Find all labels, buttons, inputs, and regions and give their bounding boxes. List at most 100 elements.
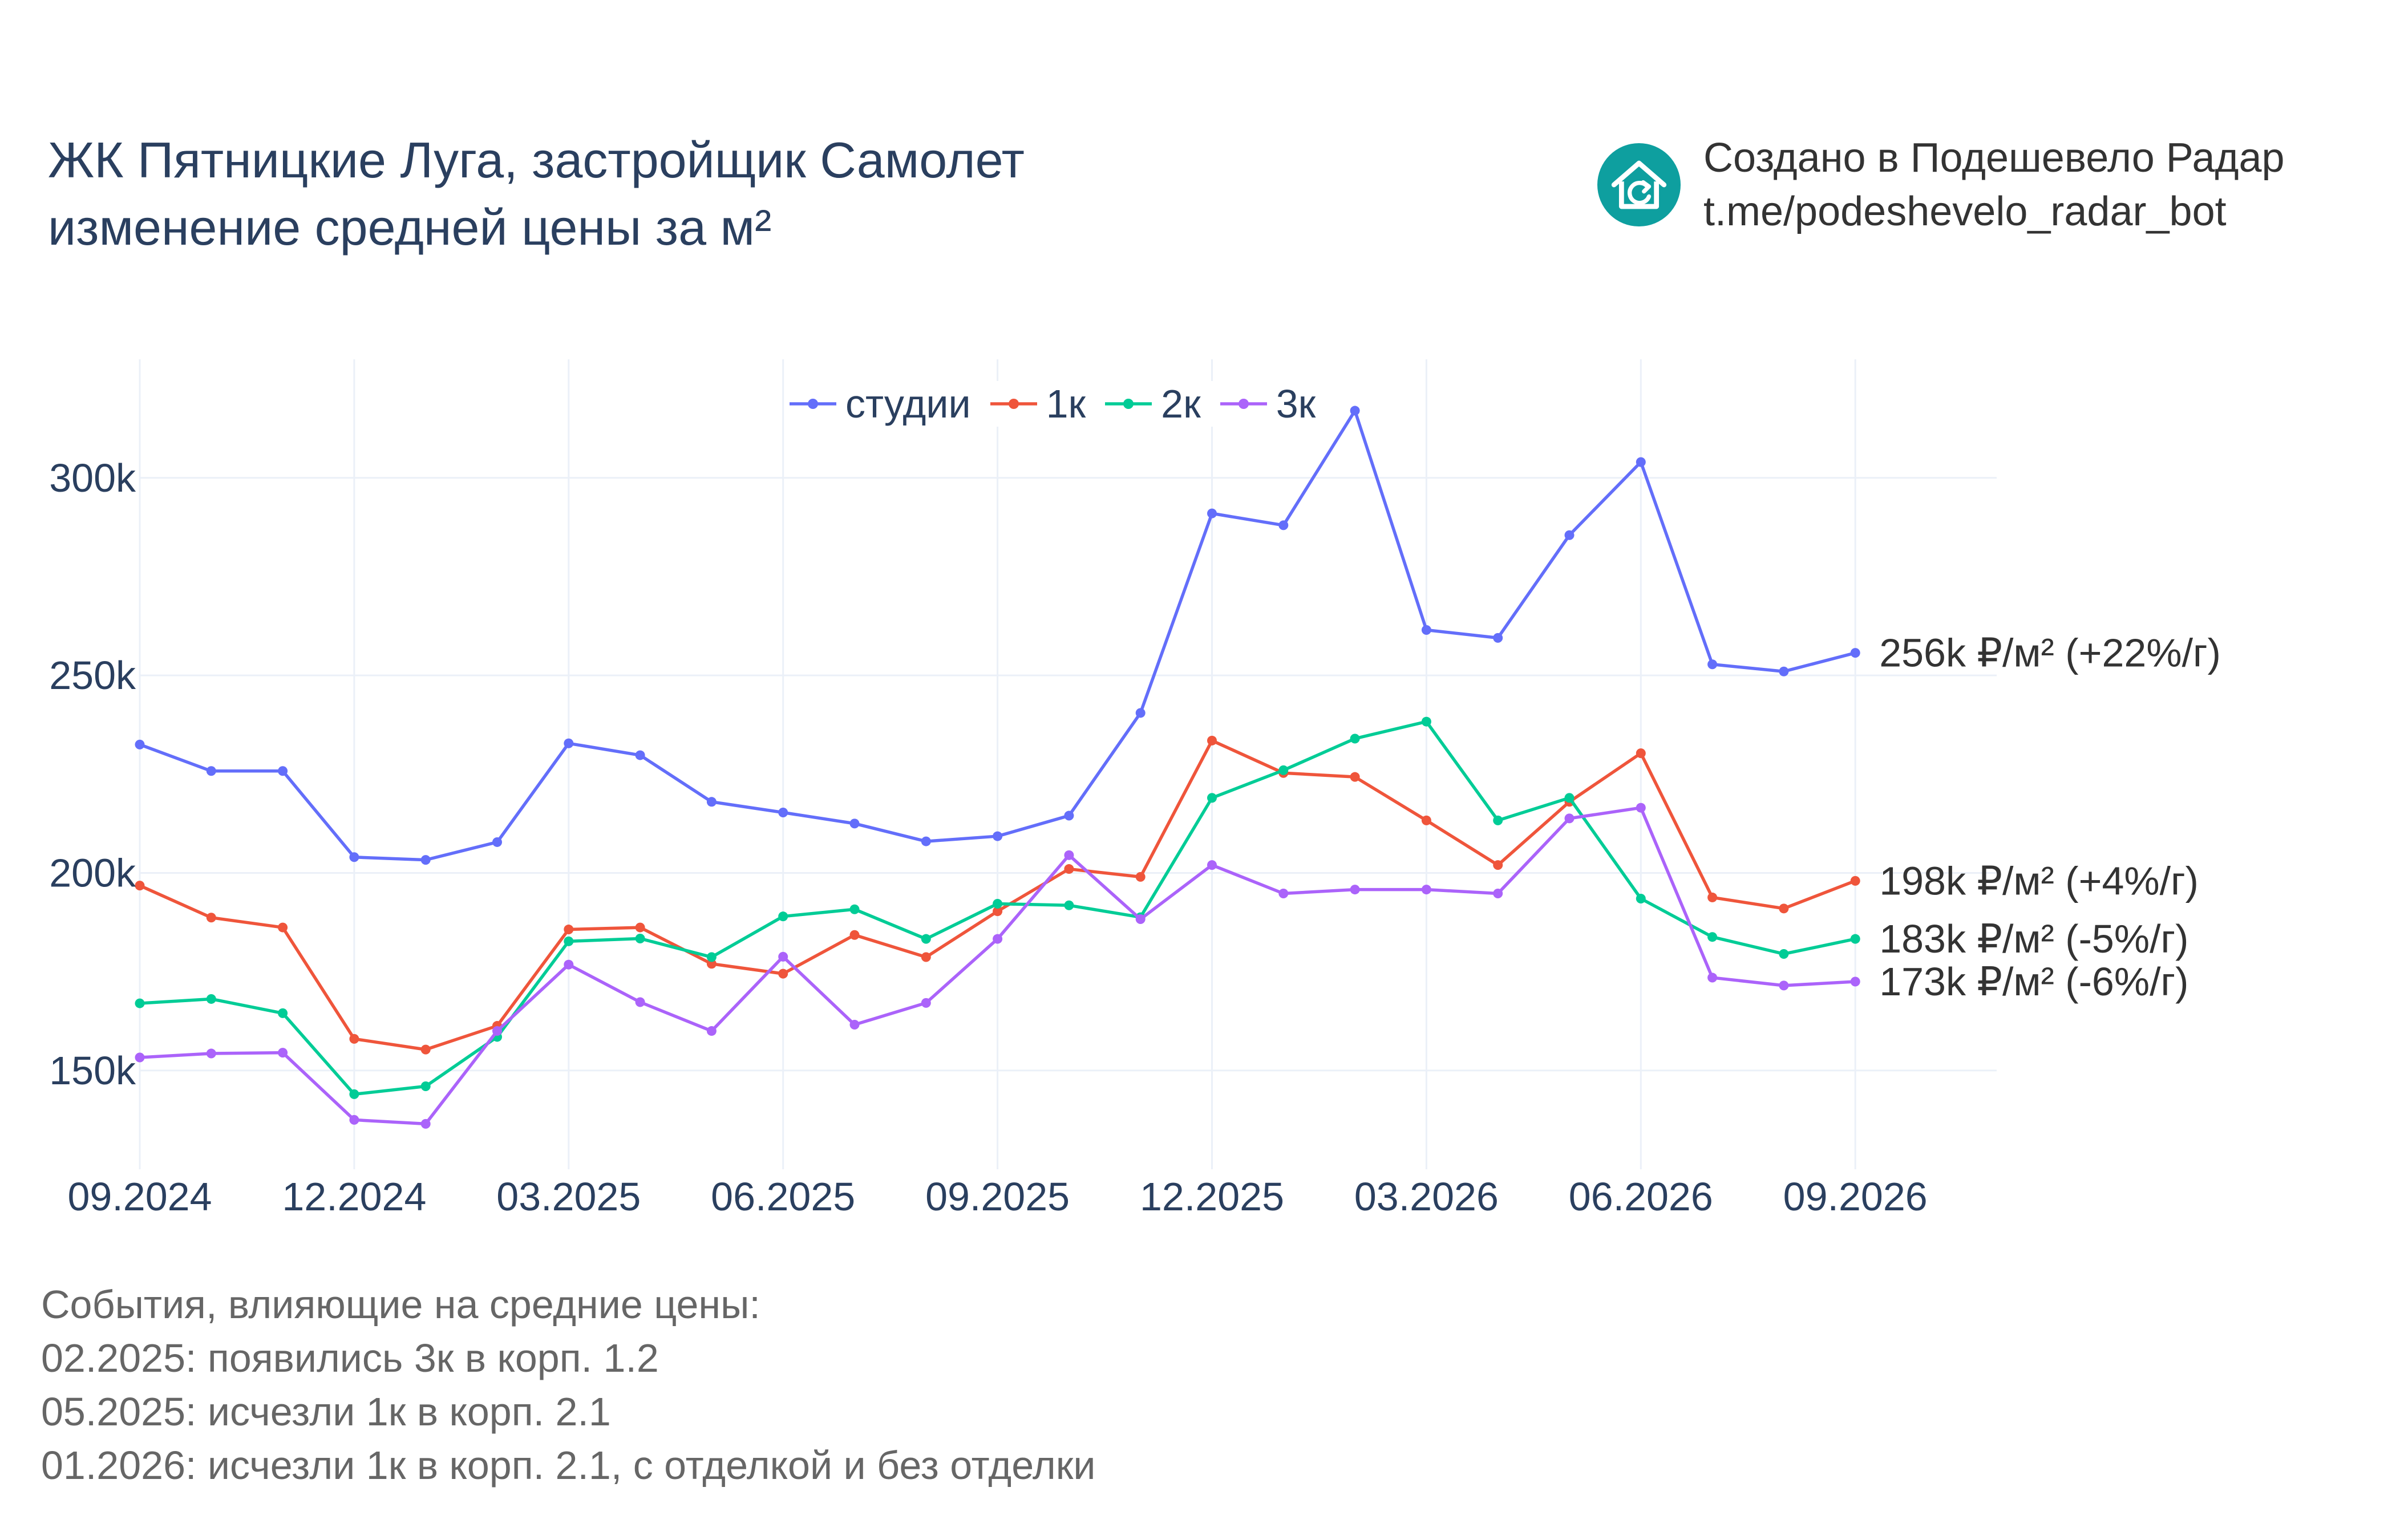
data-point — [1278, 889, 1289, 899]
x-tick-label: 03.2025 — [496, 1174, 641, 1219]
data-point — [778, 968, 788, 979]
events-block: События, влияющие на средние цены: 02.20… — [41, 1278, 1095, 1492]
legend-item[interactable]: 3к — [1218, 381, 1316, 427]
data-point — [1636, 748, 1646, 759]
data-point — [420, 1081, 431, 1092]
x-tick-label: 09.2024 — [67, 1174, 212, 1219]
data-point — [1707, 932, 1718, 942]
y-tick-label: 300k — [49, 456, 136, 500]
legend-item[interactable]: 1к — [988, 381, 1086, 427]
data-point — [135, 998, 145, 1008]
data-point — [1779, 949, 1789, 959]
series-end-label: 256k ₽/м² (+22%/г) — [1879, 631, 2221, 675]
data-point — [778, 951, 788, 962]
legend-label: 1к — [1046, 382, 1086, 426]
data-point — [1850, 976, 1860, 987]
data-point — [993, 906, 1003, 917]
data-point — [1779, 903, 1789, 914]
data-point — [1707, 972, 1718, 983]
event-item-3: 01.2026: исчезли 1к в корп. 2.1, с отдел… — [41, 1443, 1096, 1488]
series-4 — [135, 803, 1860, 1129]
legend: студии 1к 2к 3к — [787, 381, 1333, 427]
data-point — [492, 837, 502, 847]
data-point — [635, 750, 645, 760]
data-point — [1636, 457, 1646, 467]
data-point — [778, 808, 788, 818]
x-tick-label: 03.2026 — [1354, 1174, 1499, 1219]
data-point — [921, 836, 931, 846]
data-point — [993, 934, 1003, 944]
data-point — [1564, 813, 1575, 824]
data-point — [1207, 508, 1217, 518]
data-point — [492, 1026, 502, 1036]
data-point — [564, 925, 574, 935]
data-point — [278, 1048, 288, 1058]
data-point — [1636, 894, 1646, 904]
data-point — [1064, 810, 1074, 821]
x-tick-label: 09.2026 — [1783, 1174, 1928, 1219]
data-point — [1278, 520, 1289, 530]
brand-line-1: Создано в Подешевело Радар — [1703, 135, 2285, 181]
x-tick-label: 06.2025 — [711, 1174, 855, 1219]
data-point — [206, 913, 216, 923]
series-lines — [135, 406, 1860, 1129]
data-point — [349, 1115, 359, 1125]
data-point — [849, 930, 860, 940]
data-point — [135, 739, 145, 749]
data-point — [1779, 666, 1789, 676]
data-point — [1350, 406, 1360, 416]
data-point — [635, 922, 645, 933]
data-point — [1350, 885, 1360, 895]
data-point — [993, 831, 1003, 841]
chart-title-line-1: ЖК Пятницкие Луга, застройщик Самолет — [48, 132, 1025, 188]
legend-line-marker-icon — [790, 399, 836, 409]
axes: 09.2024 12.2024 03.2025 06.2025 09.2025 12.20… — [49, 456, 1928, 1219]
data-point — [1135, 872, 1146, 882]
data-point — [921, 998, 931, 1008]
chart-title: ЖК Пятницкие Луга, застройщик Самолет из… — [48, 127, 1025, 261]
data-point — [1135, 708, 1146, 718]
data-point — [1135, 914, 1146, 925]
legend-label: студии — [845, 382, 971, 426]
data-point — [1493, 815, 1503, 825]
legend-item[interactable]: студии — [787, 381, 971, 427]
series-1 — [135, 406, 1860, 865]
data-point — [1850, 876, 1860, 886]
data-point — [1421, 625, 1431, 635]
data-point — [1493, 889, 1503, 899]
data-point — [1493, 633, 1503, 643]
data-point — [1350, 733, 1360, 744]
data-point — [1564, 530, 1575, 540]
data-point — [849, 1019, 860, 1030]
data-point — [706, 1026, 717, 1036]
data-point — [278, 766, 288, 776]
data-point — [1421, 885, 1431, 895]
data-point — [1564, 793, 1575, 803]
data-point — [1707, 659, 1718, 670]
series-end-label: 198k ₽/м² (+4%/г) — [1879, 858, 2199, 903]
data-point — [849, 818, 860, 829]
data-point — [1421, 815, 1431, 825]
legend-line-marker-icon — [1105, 399, 1152, 409]
y-tick-label: 250k — [49, 653, 136, 698]
data-point — [1064, 900, 1074, 910]
data-point — [206, 1048, 216, 1059]
data-point — [135, 881, 145, 891]
data-point — [706, 797, 717, 807]
grid — [139, 359, 1997, 1169]
data-point — [1707, 892, 1718, 902]
data-point — [420, 1118, 431, 1129]
data-point — [278, 922, 288, 933]
data-point — [1207, 793, 1217, 803]
legend-item[interactable]: 2к — [1103, 381, 1201, 427]
legend-line-marker-icon — [990, 399, 1037, 409]
brand-link[interactable]: t.me/podeshevelo_radar_bot — [1703, 189, 2227, 234]
chart-title-line-2: изменение средней цены за м² — [48, 199, 772, 256]
data-point — [349, 1089, 359, 1099]
data-point — [635, 997, 645, 1007]
data-point — [1850, 934, 1860, 944]
data-point — [1064, 864, 1074, 874]
x-tick-label: 09.2025 — [925, 1174, 1070, 1219]
data-point — [849, 904, 860, 914]
